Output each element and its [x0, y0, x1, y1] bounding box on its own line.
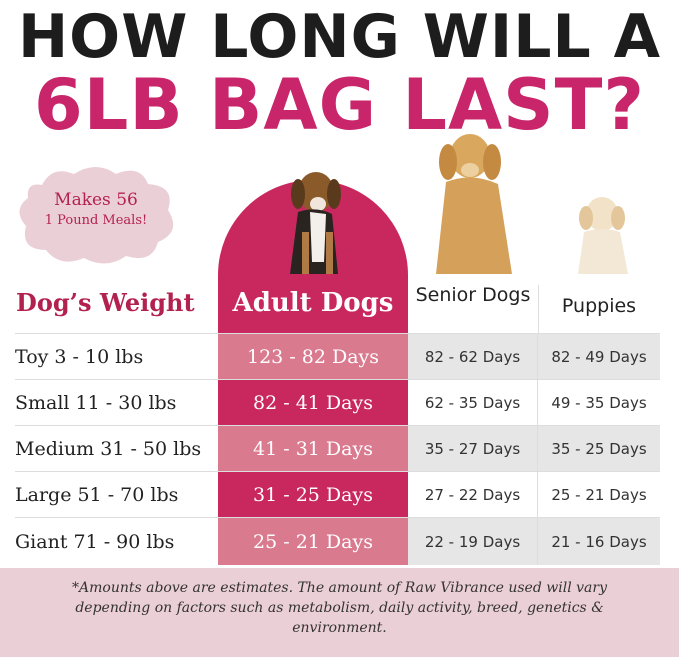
adult-cell: 41 - 31 Days	[218, 426, 408, 471]
badge-line-2: 1 Pound Meals!	[44, 213, 148, 228]
table-row: Medium 31 - 50 lbs 41 - 31 Days 35 - 27 …	[15, 425, 660, 471]
table-row: Large 51 - 70 lbs 31 - 25 Days 27 - 22 D…	[15, 471, 660, 517]
table-row: Toy 3 - 10 lbs 123 - 82 Days 82 - 62 Day…	[15, 333, 660, 379]
weight-cell: Medium 31 - 50 lbs	[15, 437, 202, 460]
adult-cell: 31 - 25 Days	[218, 472, 408, 517]
cloud-badge-shape	[19, 167, 174, 264]
weight-cell: Small 11 - 30 lbs	[15, 391, 177, 414]
puppies-cell: 82 - 49 Days	[538, 334, 660, 379]
weight-cell: Toy 3 - 10 lbs	[15, 345, 144, 368]
title-line-1: HOW LONG WILL A	[17, 2, 662, 72]
senior-cell: 35 - 27 Days	[408, 426, 538, 471]
table-row: Giant 71 - 90 lbs 25 - 21 Days 22 - 19 D…	[15, 517, 660, 565]
puppies-cell: 35 - 25 Days	[538, 426, 660, 471]
footnote: *Amounts above are estimates. The amount…	[0, 568, 679, 657]
weight-cell: Giant 71 - 90 lbs	[15, 530, 175, 553]
adult-cell: 25 - 21 Days	[218, 518, 408, 565]
header-divider	[538, 285, 539, 333]
puppies-cell: 25 - 21 Days	[551, 485, 647, 504]
puppies-cell: 21 - 16 Days	[538, 518, 660, 565]
adult-cell: 123 - 82 Days	[218, 334, 408, 379]
senior-cell: 62 - 35 Days	[408, 380, 538, 425]
puppy-image	[578, 197, 628, 274]
adult-cell: 82 - 41 Days	[218, 380, 408, 425]
senior-dog-image	[436, 134, 512, 274]
puppies-cell: 49 - 35 Days	[551, 393, 647, 412]
meals-badge: Makes 56 1 Pound Meals!	[12, 160, 180, 268]
header-dogs-weight: Dog’s Weight	[16, 288, 195, 317]
weight-cell: Large 51 - 70 lbs	[15, 483, 179, 506]
adult-dog-image	[290, 172, 341, 274]
header-senior-dogs: Senior Dogs	[415, 284, 531, 306]
senior-cell: 22 - 19 Days	[408, 518, 538, 565]
badge-line-1: Makes 56	[54, 190, 138, 210]
senior-cell: 82 - 62 Days	[408, 334, 538, 379]
header-adult-dogs: Adult Dogs	[232, 288, 394, 318]
header-puppies: Puppies	[561, 295, 637, 317]
senior-cell: 27 - 22 Days	[408, 472, 538, 517]
title-line-2: 6LB BAG LAST?	[34, 64, 645, 146]
table-row: Small 11 - 30 lbs 82 - 41 Days 62 - 35 D…	[15, 379, 660, 425]
